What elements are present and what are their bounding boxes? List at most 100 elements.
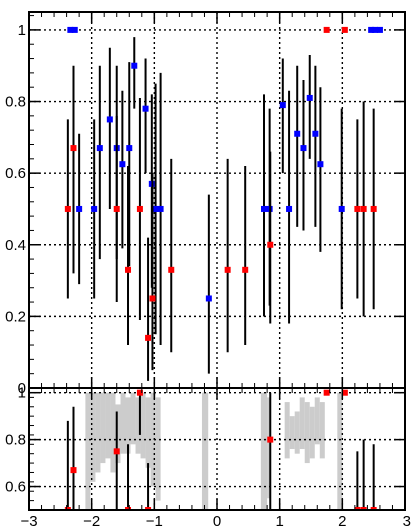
ratio-series0-point-0 <box>64 507 71 510</box>
main-ytick-label-1: 0.2 <box>5 308 26 325</box>
ratio-band-bin-24 <box>314 397 320 445</box>
ratio-band-bin-10 <box>135 397 141 454</box>
ratio-band-bin-22 <box>304 402 310 464</box>
ratio-band-bin-2 <box>95 392 101 473</box>
ratio-band-bin-1 <box>90 392 96 482</box>
main-series1-point-8 <box>224 266 231 273</box>
main-series0-point-10 <box>142 105 149 112</box>
main-series1-point-5 <box>145 334 152 341</box>
ratio-band-bin-11 <box>140 392 146 459</box>
main-series1-point-7 <box>168 266 175 273</box>
main-series1-point-9 <box>242 266 249 273</box>
main-series0-point-1 <box>71 26 78 33</box>
ratio-series0-point-3 <box>125 507 132 510</box>
ratio-plot-area <box>29 388 405 510</box>
ratio-band-bin-16 <box>260 392 268 510</box>
main-series0-point-18 <box>286 205 293 212</box>
ratio-band-bin-0 <box>85 392 91 510</box>
ratio-band-bin-25 <box>319 402 325 459</box>
ratio-band-bin-17 <box>267 397 271 499</box>
main-ytick-label-2: 0.4 <box>5 237 26 254</box>
main-series1-point-6 <box>149 295 156 302</box>
main-series1-point-3 <box>125 266 132 273</box>
main-series0-point-12 <box>152 205 159 212</box>
ratio-series0-point-7 <box>323 389 330 396</box>
ratio-series0-point-6 <box>267 436 274 443</box>
ratio-series0-point-9 <box>354 507 361 510</box>
ratio-ytick-label-0: 0.6 <box>5 479 26 496</box>
main-series1-point-14 <box>360 205 367 212</box>
ratio-band-bin-9 <box>130 392 136 445</box>
main-series0-point-9 <box>131 62 138 69</box>
ratio-band-bin-14 <box>155 397 161 501</box>
ratio-band-bin-12 <box>145 397 151 468</box>
ratio-series0-point-8 <box>341 389 348 396</box>
main-ytick-label-3: 0.6 <box>5 165 26 182</box>
ratio-band-bin-6 <box>115 404 121 464</box>
main-series0-point-13 <box>157 205 164 212</box>
main-series0-point-21 <box>306 94 313 101</box>
main-series0-point-27 <box>376 26 383 33</box>
main-series0-point-4 <box>96 145 103 152</box>
main-plot: 0 0.2 0.4 0.6 0.8 1 <box>5 11 406 397</box>
ratio-band-bin-19 <box>289 416 295 449</box>
ratio-xtick-label-4: 1 <box>275 513 283 530</box>
ratio-band-bin-5 <box>110 392 116 473</box>
ratio-ytick-label-2: 1 <box>18 385 26 402</box>
ratio-band-bin-20 <box>294 411 300 454</box>
main-ytick-label-0: 0 <box>18 380 26 397</box>
main-series0-point-3 <box>91 205 98 212</box>
main-series1-point-10 <box>267 241 274 248</box>
ratio-series0-point-1 <box>70 467 77 474</box>
main-series1-point-2 <box>113 205 120 212</box>
ratio-ytick-label-1: 0.8 <box>5 432 26 449</box>
main-series0-point-24 <box>338 205 345 212</box>
ratio-band-bin-4 <box>105 392 111 459</box>
ratio-xtick-label-6: 3 <box>403 513 411 530</box>
ratio-band-bin-15 <box>201 392 209 510</box>
main-series1-point-1 <box>70 145 77 152</box>
main-series0-point-5 <box>106 116 113 123</box>
ratio-band-bin-21 <box>299 397 305 449</box>
ratio-series0-point-11 <box>370 507 377 510</box>
ratio-xtick-label-2: −1 <box>146 513 163 530</box>
ratio-band-bin-18 <box>284 402 290 459</box>
main-series1-point-0 <box>64 205 71 212</box>
main-series1-point-11 <box>323 26 330 33</box>
ratio-xtick-label-5: 2 <box>338 513 346 530</box>
ratio-band-bin-3 <box>100 392 106 464</box>
main-plot-area <box>29 12 405 388</box>
ratio-band-bin-8 <box>125 397 131 454</box>
main-series0-point-20 <box>300 145 307 152</box>
ratio-band-bin-13 <box>150 392 156 487</box>
ratio-xtick-label-1: −2 <box>83 513 100 530</box>
main-series1-point-15 <box>370 205 377 212</box>
ratio-series0-point-10 <box>360 507 367 510</box>
main-ytick-label-5: 1 <box>18 22 26 39</box>
ratio-xtick-label-3: 0 <box>213 513 221 530</box>
ratio-series0-point-4 <box>136 389 143 396</box>
ratio-plot: 0.6 0.8 1 −3 −2 −1 0 1 2 3 <box>5 385 411 530</box>
main-series1-point-4 <box>136 205 143 212</box>
main-series0-point-14 <box>205 295 212 302</box>
main-series0-point-26 <box>371 26 378 33</box>
main-series0-point-25 <box>368 26 375 33</box>
ratio-series0-point-5 <box>145 507 152 510</box>
main-series0-point-7 <box>119 161 126 168</box>
main-series0-point-15 <box>261 205 267 212</box>
main-series0-point-22 <box>312 130 319 137</box>
main-series0-point-17 <box>279 102 286 109</box>
main-ytick-label-4: 0.8 <box>5 94 26 111</box>
main-series0-point-0 <box>67 26 74 33</box>
main-series1-point-12 <box>341 26 348 33</box>
main-series0-point-2 <box>76 205 83 212</box>
ratio-band-bin-23 <box>309 406 315 459</box>
ratio-series0-point-2 <box>113 448 120 455</box>
ratio-xtick-label-0: −3 <box>20 513 37 530</box>
ratio-band-bin-26 <box>337 392 343 510</box>
main-series1-point-13 <box>354 205 361 212</box>
main-series0-point-8 <box>126 145 133 152</box>
ratio-band-bin-7 <box>120 392 126 454</box>
main-series0-point-19 <box>294 130 301 137</box>
